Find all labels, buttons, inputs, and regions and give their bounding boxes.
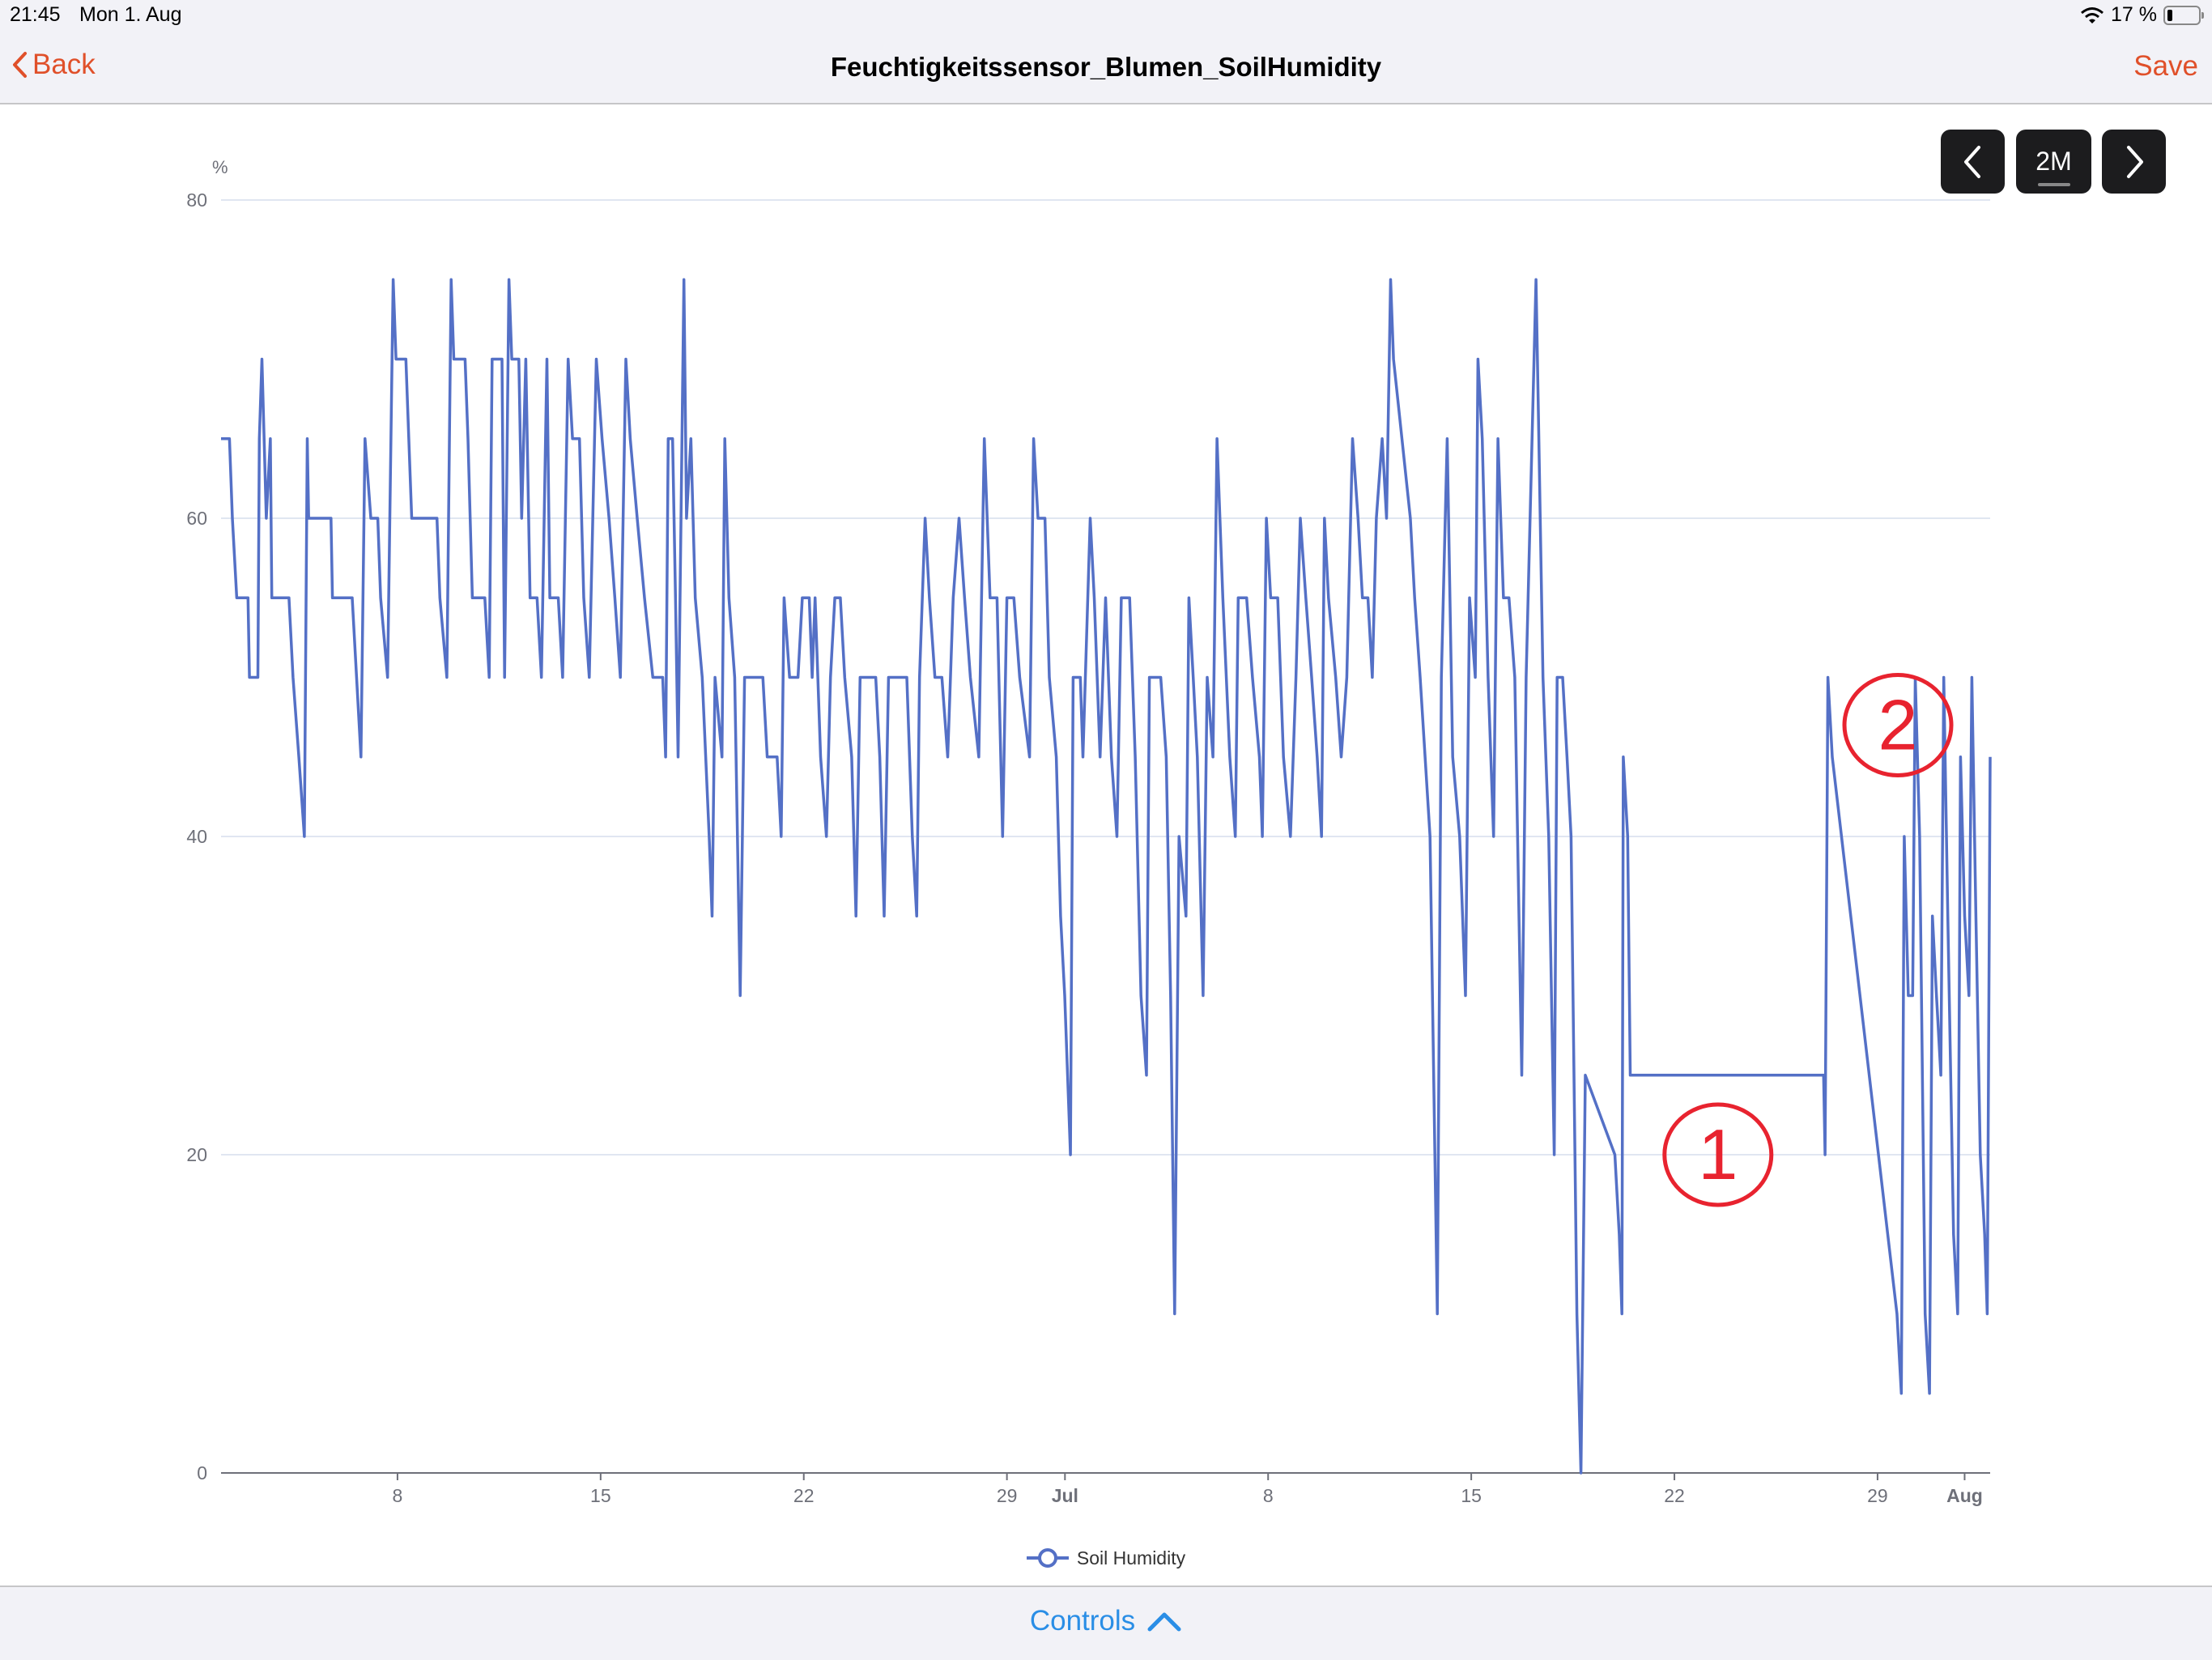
page-title: Feuchtigkeitssensor_Blumen_SoilHumidity [830, 52, 1382, 82]
y-tick-label: 80 [186, 189, 207, 211]
range-selector-button[interactable]: 2M [2016, 130, 2091, 194]
status-right: 17 % [2080, 3, 2204, 27]
previous-range-button[interactable] [1941, 130, 2005, 194]
status-date: Mon 1. Aug [79, 3, 182, 26]
x-tick-label: 22 [1664, 1485, 1685, 1506]
battery-fill [2167, 9, 2173, 21]
range-label: 2M [2035, 147, 2072, 176]
battery-percent: 17 % [2111, 3, 2157, 26]
y-tick-label: 60 [186, 508, 207, 529]
x-tick-label: 29 [1867, 1485, 1888, 1506]
annotation-circle [1842, 672, 1954, 777]
annotation-number: 1 [1698, 1114, 1738, 1194]
y-tick-label: 40 [186, 826, 207, 847]
x-tick-label: 15 [590, 1485, 611, 1506]
annotation-number: 2 [1878, 684, 1918, 764]
bottom-controls-bar: Controls [0, 1586, 2212, 1660]
x-tick-label: 8 [393, 1485, 403, 1506]
y-axis-unit: % [212, 157, 228, 177]
x-tick-label: 22 [793, 1485, 815, 1506]
x-tick-label: 15 [1461, 1485, 1482, 1506]
annotation-circle [1662, 1102, 1774, 1207]
wifi-icon [2081, 6, 2104, 23]
y-tick-label: 20 [186, 1144, 207, 1165]
controls-toggle-button[interactable]: Controls [0, 1605, 2212, 1637]
status-time: 21:45 [10, 3, 61, 26]
x-tick-label: 29 [997, 1485, 1018, 1506]
chevron-left-icon [13, 52, 27, 78]
chevron-right-icon [2126, 145, 2143, 178]
soil-humidity-series-line [221, 278, 1992, 1475]
save-button[interactable]: Save [2133, 50, 2198, 82]
next-range-button[interactable] [2102, 130, 2166, 194]
range-indicator [2037, 183, 2070, 186]
x-tick-label: Aug [1946, 1485, 1983, 1506]
chevron-up-icon [1147, 1612, 1181, 1632]
x-tick-label: Jul [1052, 1485, 1078, 1506]
chart-legend[interactable]: Soil Humidity [0, 1547, 2212, 1569]
y-tick-label: 0 [197, 1462, 207, 1483]
legend-line-circle-icon [1026, 1548, 1069, 1568]
back-label: Back [32, 49, 96, 80]
legend-label: Soil Humidity [1076, 1547, 1186, 1568]
navigation-bar: Back Feuchtigkeitssensor_Blumen_SoilHumi… [0, 32, 2212, 104]
x-tick-label: 8 [1263, 1485, 1274, 1506]
battery-icon [2163, 5, 2204, 25]
back-button[interactable]: Back [11, 49, 96, 81]
controls-label: Controls [1029, 1605, 1136, 1637]
chevron-left-icon [1963, 145, 1980, 178]
